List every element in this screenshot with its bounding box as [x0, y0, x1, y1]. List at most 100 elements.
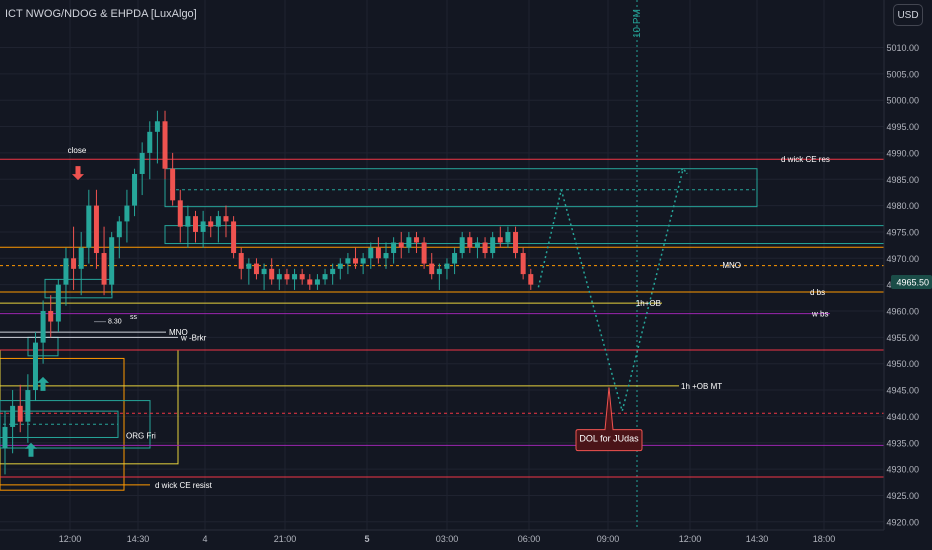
candle-body: [162, 121, 168, 169]
org-fri-box: [0, 357, 125, 491]
level-label: MNO: [722, 261, 741, 270]
time-tick-label: 5: [364, 534, 369, 544]
up-arrow-icon: [25, 442, 37, 457]
candle-body: [452, 253, 458, 264]
candle-body: [40, 311, 46, 343]
price-tick-label: 4935.00: [886, 438, 919, 448]
candle-body: [208, 221, 214, 227]
price-tick-label: 5005.00: [886, 69, 919, 79]
time-tick-label: 12:00: [679, 534, 702, 544]
level-label: MNO: [169, 328, 188, 337]
price-tick-label: 4950.00: [886, 359, 919, 369]
candle-body: [406, 237, 412, 248]
candle-body: [93, 205, 99, 254]
candle-body: [71, 258, 77, 269]
candle-body: [520, 253, 526, 275]
time-tick-label: 03:00: [436, 534, 459, 544]
candle-body: [322, 274, 328, 280]
candle-body: [63, 258, 69, 285]
candle-body: [467, 237, 473, 248]
candle-body: [261, 268, 267, 275]
price-tick-label: 4930.00: [886, 465, 919, 475]
level-label: d wick CE res: [781, 155, 830, 164]
teal-gap-box: [0, 400, 151, 449]
candle-body: [375, 247, 381, 259]
level-label: 1h +OB MT: [681, 382, 722, 391]
candle-body: [330, 268, 336, 275]
candle-body: [269, 268, 275, 280]
candle-body: [413, 237, 419, 243]
price-tick-label: 4945.00: [886, 386, 919, 396]
candle-body: [223, 216, 229, 222]
candle-body: [124, 205, 130, 222]
candle-body: [474, 242, 480, 248]
candle-body: [109, 237, 115, 285]
time-tick-label: 14:30: [746, 534, 769, 544]
price-tick-label: 4980.00: [886, 201, 919, 211]
level-label: w bs: [811, 310, 828, 319]
price-tick-label: 4985.00: [886, 175, 919, 185]
candle-body: [444, 263, 450, 269]
current-price-label: 4965.50: [896, 278, 929, 288]
candle-body: [398, 242, 404, 248]
candle-body: [177, 200, 183, 227]
currency-button[interactable]: USD: [893, 4, 923, 26]
candle-body: [185, 216, 191, 227]
candle-body: [284, 274, 290, 280]
price-tick-label: 4960.00: [886, 307, 919, 317]
candle-body: [299, 274, 305, 280]
time-tick-label: 18:00: [813, 534, 836, 544]
candle-body: [2, 426, 8, 449]
candle-body: [147, 131, 153, 153]
candle-body: [193, 216, 198, 232]
time-830-label: 8.30: [108, 319, 122, 326]
candle-body: [154, 121, 160, 132]
candle-body: [48, 311, 54, 322]
candle-body: [276, 274, 282, 280]
candle-body: [231, 221, 237, 254]
candle-body: [10, 405, 16, 427]
price-axis-bg: [884, 0, 932, 550]
candle-body: [139, 152, 145, 174]
up-arrow-icon: [37, 376, 49, 391]
candle-body: [490, 237, 496, 254]
candle-body: [436, 268, 442, 275]
candle-body: [391, 242, 397, 254]
candle-body: [101, 253, 107, 285]
price-tick-label: 5000.00: [886, 96, 919, 106]
candle-body: [116, 221, 122, 238]
candle-body: [505, 231, 511, 243]
candle-body: [292, 274, 298, 280]
teal-level-box: [164, 225, 885, 245]
candle-body: [170, 168, 176, 201]
candle-body: [17, 405, 23, 422]
org-fri-label: ORG Fri: [126, 432, 156, 441]
time-tick-label: 06:00: [518, 534, 541, 544]
close-label: close: [68, 146, 87, 155]
time-tick-label: 09:00: [597, 534, 620, 544]
price-tick-label: 4990.00: [886, 148, 919, 158]
teal-fvg-box: [164, 168, 758, 208]
level-label: d bs: [810, 288, 825, 297]
time-tick-label: 12:00: [59, 534, 82, 544]
candle-body: [429, 263, 435, 275]
candle-body: [459, 237, 465, 254]
candle-body: [528, 274, 534, 285]
price-tick-label: 4970.00: [886, 254, 919, 264]
teal-inner-box: [0, 410, 119, 438]
candle-body: [55, 284, 61, 322]
price-tick-label: 4955.00: [886, 333, 919, 343]
candle-body: [497, 237, 503, 243]
price-tick-label: 4925.00: [886, 491, 919, 501]
candle-body: [78, 247, 84, 269]
time-axis-bg: [0, 530, 932, 550]
level-label: 1h+OB: [636, 299, 661, 308]
candle-body: [482, 242, 488, 254]
candle-body: [86, 205, 92, 248]
candle-body: [253, 263, 259, 275]
price-tick-label: 4995.00: [886, 122, 919, 132]
candle-body: [238, 253, 244, 269]
candle-body: [421, 242, 427, 264]
